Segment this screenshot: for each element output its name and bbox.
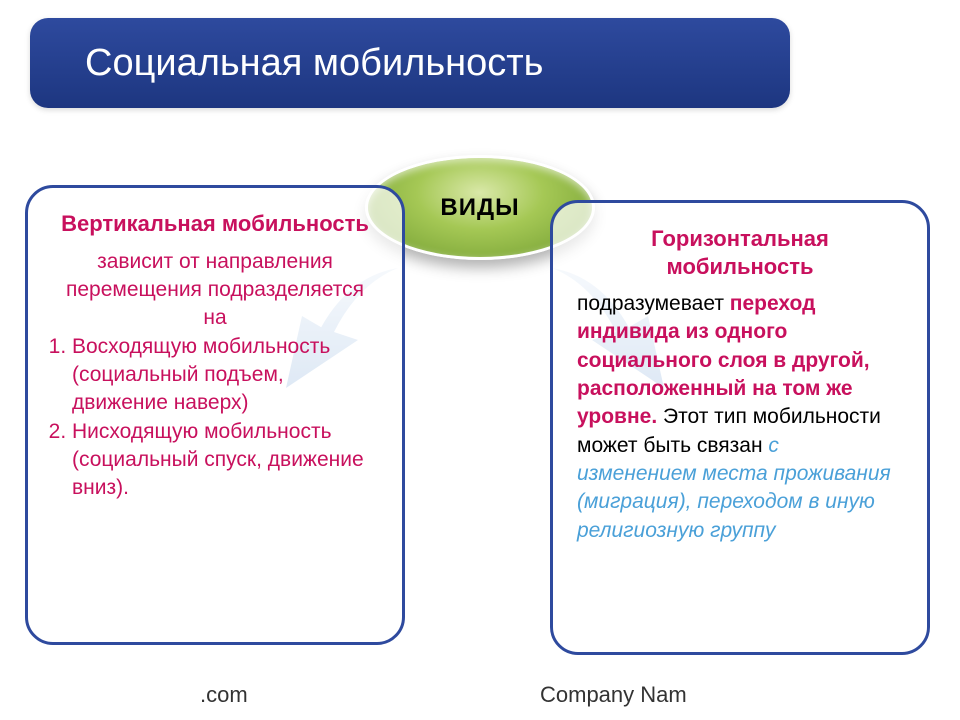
left-item-2: Нисходящую мобильность (социальный спуск…: [72, 418, 378, 503]
right-box: Горизонтальная мобильность подразумевает…: [550, 200, 930, 655]
page-title: Социальная мобильность: [85, 42, 543, 85]
left-intro: зависит от направления перемещения подра…: [52, 248, 378, 333]
right-box-body: подразумевает переход индивида из одного…: [577, 290, 903, 545]
left-box-title: Вертикальная мобильность: [52, 210, 378, 238]
right-lead: подразумевает: [577, 292, 730, 315]
center-label: ВИДЫ: [440, 194, 519, 222]
footer-right: Company Nam: [540, 682, 687, 708]
left-box: Вертикальная мобильность зависит от напр…: [25, 185, 405, 645]
footer-left: .com: [200, 682, 248, 708]
left-box-body: зависит от направления перемещения подра…: [52, 248, 378, 503]
left-item-1: Восходящую мобильность (социальный подъе…: [72, 333, 378, 418]
right-box-title: Горизонтальная мобильность: [577, 225, 903, 280]
title-bar: Социальная мобильность: [30, 18, 790, 108]
left-list: Восходящую мобильность (социальный подъе…: [52, 333, 378, 503]
